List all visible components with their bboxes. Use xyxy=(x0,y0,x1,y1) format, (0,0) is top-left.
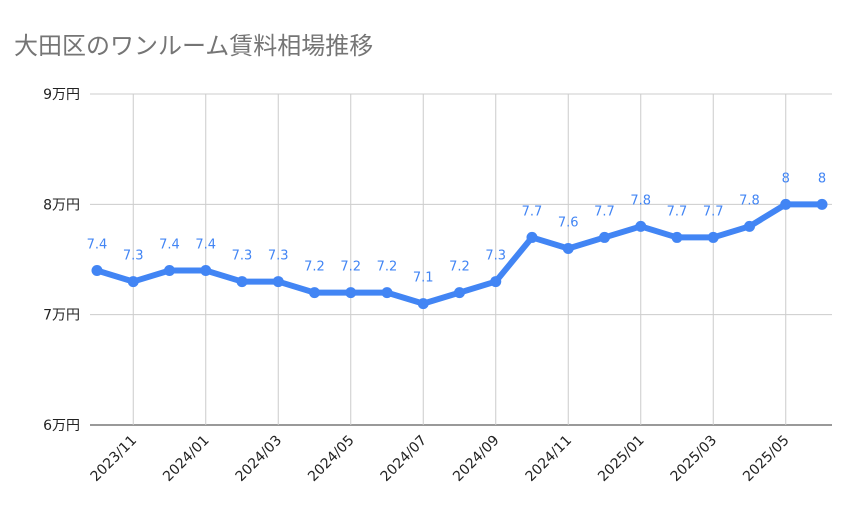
data-label: 7.3 xyxy=(268,249,289,264)
data-point xyxy=(671,231,683,243)
y-tick-label: 7万円 xyxy=(43,308,80,324)
data-point xyxy=(599,231,610,243)
data-point xyxy=(490,276,502,288)
data-label: 7.7 xyxy=(667,204,688,219)
x-tick-label: 2023/11 xyxy=(88,433,140,485)
x-tick-label: 2024/03 xyxy=(233,433,285,485)
data-label: 7.4 xyxy=(195,238,216,253)
data-point xyxy=(309,287,320,299)
x-tick-label: 2024/11 xyxy=(523,433,575,485)
x-tick-label: 2024/09 xyxy=(450,433,502,485)
grid-layer xyxy=(90,93,832,426)
data-point xyxy=(526,231,538,243)
data-point xyxy=(91,265,103,277)
data-point xyxy=(272,276,284,288)
data-point xyxy=(562,242,574,254)
x-tick-label: 2025/05 xyxy=(740,433,792,485)
series-layer xyxy=(91,198,828,310)
data-label: 7.7 xyxy=(703,204,724,219)
data-label: 7.6 xyxy=(558,215,579,230)
x-tick-label: 2024/05 xyxy=(305,433,357,485)
data-label: 7.2 xyxy=(449,260,470,275)
data-point xyxy=(127,276,139,288)
data-label: 7.8 xyxy=(739,193,760,208)
data-label: 7.4 xyxy=(159,238,180,253)
data-label: 7.2 xyxy=(340,260,361,275)
data-point xyxy=(780,198,792,210)
data-point xyxy=(345,287,357,299)
data-label: 7.1 xyxy=(413,271,434,286)
data-point xyxy=(707,231,719,243)
x-tick-label: 2024/01 xyxy=(160,433,212,485)
data-point xyxy=(635,220,647,232)
y-tick-label: 6万円 xyxy=(43,418,80,434)
data-label-layer: 7.4 7.3 7.4 7.4 7.3 7.3 7.2 7.2 7.2 7.1 7.2 7.3 7.7 7… xyxy=(87,171,826,285)
data-label: 7.4 xyxy=(87,238,108,253)
data-label: 7.7 xyxy=(522,204,543,219)
x-tick-label: 2025/03 xyxy=(668,433,720,485)
data-point xyxy=(381,287,393,299)
data-point xyxy=(417,298,429,310)
data-label: 7.8 xyxy=(630,193,651,208)
y-tick-label: 8万円 xyxy=(43,197,80,213)
data-label: 7.2 xyxy=(304,260,325,275)
x-tick-label: 2025/01 xyxy=(595,433,647,485)
data-label: 7.3 xyxy=(485,249,506,264)
data-label: 7.2 xyxy=(377,260,398,275)
data-point xyxy=(236,276,248,288)
data-label: 7.7 xyxy=(594,204,615,219)
data-point xyxy=(164,265,175,277)
data-point xyxy=(200,265,212,277)
data-label: 7.3 xyxy=(123,249,144,264)
chart-title: 大田区のワンルーム賃料相場推移 xyxy=(14,32,373,60)
data-point xyxy=(816,198,828,210)
data-label: 8 xyxy=(782,171,790,186)
x-tick-label: 2024/07 xyxy=(378,433,430,485)
data-point xyxy=(744,220,755,232)
data-label: 7.3 xyxy=(232,249,253,264)
data-label: 8 xyxy=(818,171,826,186)
data-point xyxy=(454,287,465,299)
y-tick-label: 9万円 xyxy=(43,87,80,103)
